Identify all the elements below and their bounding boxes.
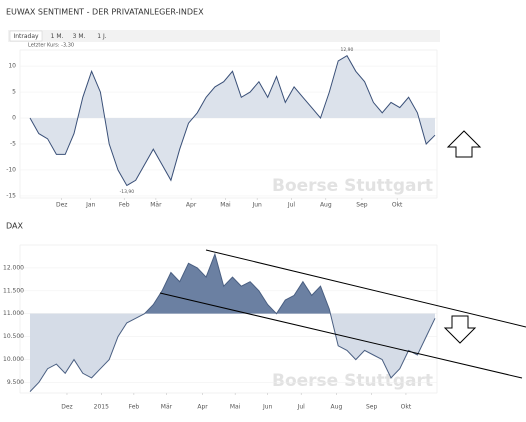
tab[interactable]: 1 J. — [97, 33, 106, 40]
x-tick-label: Mai — [220, 202, 231, 209]
x-tick-label: Aug — [320, 202, 332, 209]
x-tick-label: Mär — [161, 404, 173, 411]
area-below — [30, 118, 435, 186]
x-tick-label: Feb — [129, 404, 140, 411]
area-above — [144, 254, 331, 314]
x-tick-label: Okt — [392, 202, 403, 209]
x-tick-label: Mär — [150, 202, 162, 209]
plot-frame — [19, 49, 438, 199]
y-tick-label: -10 — [6, 166, 16, 173]
x-tick-label: Feb — [119, 202, 130, 209]
watermark: Boerse Stuttgart — [272, 176, 433, 196]
x-tick-label: Okt — [401, 404, 412, 411]
tab[interactable]: 1 M. — [51, 33, 64, 40]
x-tick-label: Dez — [61, 404, 72, 411]
y-tick-label: 10.500 — [3, 333, 24, 340]
chart-title: EUWAX SENTIMENT - DER PRIVATANLEGER-INDE… — [6, 8, 204, 17]
y-tick-label: 11.500 — [3, 287, 24, 294]
watermark: Boerse Stuttgart — [272, 371, 433, 391]
x-tick-label: Jun — [262, 404, 273, 411]
y-tick-label: -15 — [6, 192, 16, 199]
x-tick-label: Mai — [230, 404, 241, 411]
down-arrow — [443, 315, 477, 344]
x-tick-label: Apr — [197, 404, 208, 411]
y-tick-label: 11.000 — [3, 310, 24, 317]
y-tick-label: 10 — [8, 63, 16, 70]
y-tick-label: 10.000 — [3, 356, 24, 363]
line — [29, 55, 436, 187]
x-tick-label: Sep — [356, 202, 368, 209]
x-tick-label: Jun — [251, 202, 262, 209]
chart-title: DAX — [6, 222, 23, 231]
y-tick-label: 5 — [12, 89, 16, 96]
last-price: Letzter Kurs: -3,30 — [28, 43, 74, 49]
x-tick-label: Jul — [297, 404, 306, 411]
x-tick-label: Jul — [287, 202, 296, 209]
annotation: -13,90 — [120, 189, 135, 195]
annotation: 12,90 — [341, 47, 354, 53]
y-tick-label: -5 — [10, 140, 16, 147]
x-tick-label: Apr — [186, 202, 197, 209]
up-arrow — [446, 130, 482, 158]
x-tick-label: Sep — [366, 404, 378, 411]
y-tick-label: 9.500 — [7, 379, 24, 386]
trend-line — [205, 249, 526, 328]
trend-line — [159, 292, 523, 379]
x-tick-label: Dez — [56, 202, 67, 209]
area-below — [30, 313, 435, 392]
area-above — [30, 55, 435, 119]
line — [29, 252, 436, 392]
x-tick-label: 2015 — [94, 404, 109, 411]
tab-active[interactable] — [9, 30, 43, 42]
tab[interactable]: Intraday — [13, 33, 39, 40]
x-tick-label: Jan — [85, 202, 95, 209]
x-tick-label: Aug — [331, 404, 343, 411]
tab[interactable]: 3 M. — [73, 33, 86, 40]
y-tick-label: 0 — [12, 115, 16, 122]
toolbar — [8, 30, 440, 42]
y-tick-label: 12.000 — [3, 264, 24, 271]
